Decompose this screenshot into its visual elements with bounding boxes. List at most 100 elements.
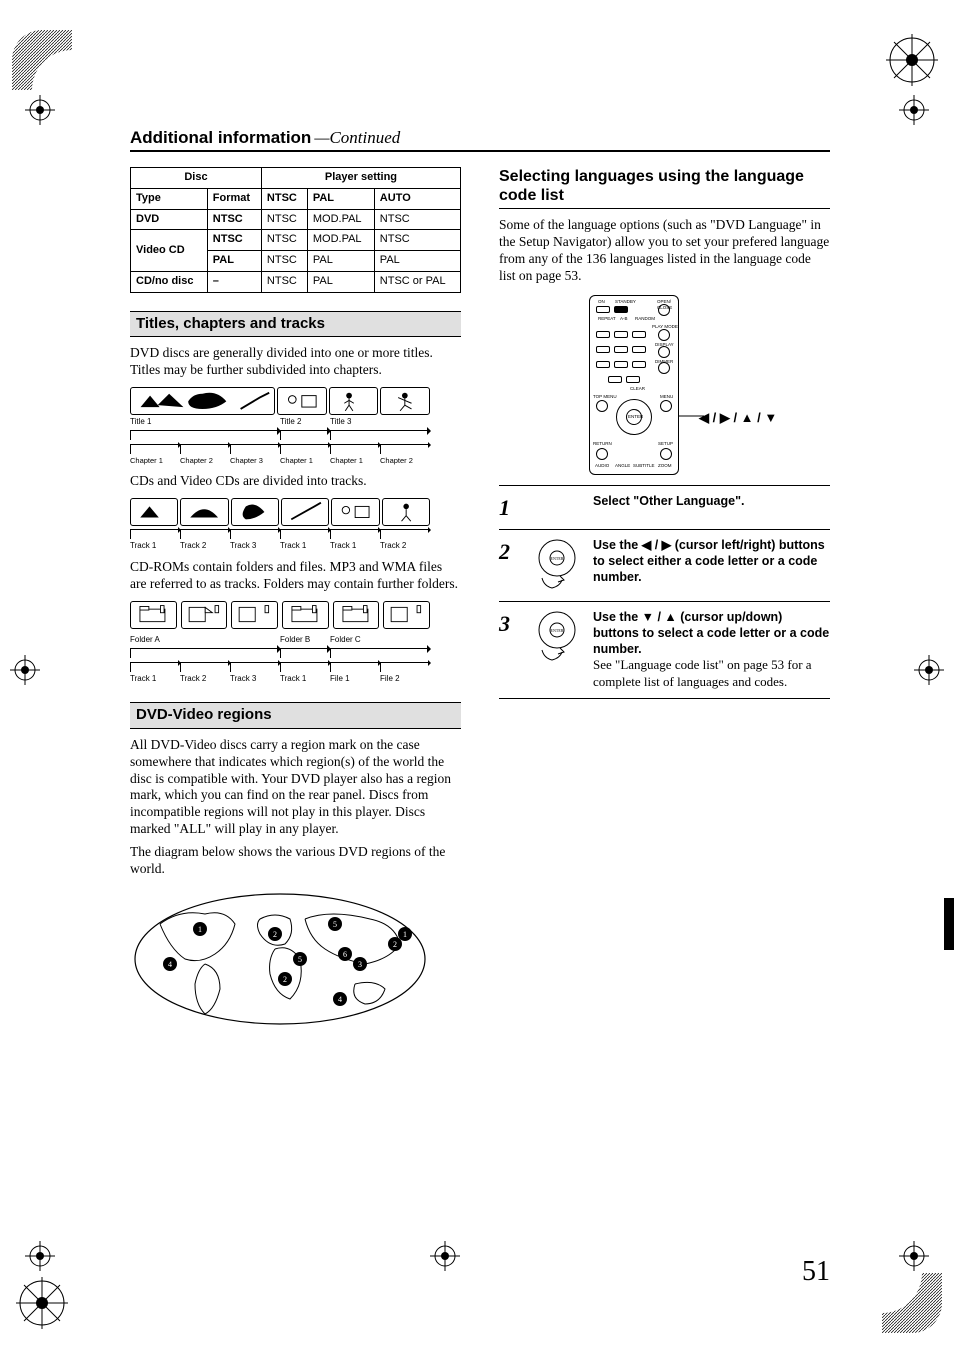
diagram-label: File 1 (330, 674, 380, 684)
svg-text:5: 5 (333, 920, 337, 929)
svg-text:5: 5 (298, 955, 302, 964)
left-column: Disc Player setting Type Format NTSC PAL… (130, 167, 461, 1034)
header-continued: —Continued (314, 128, 400, 148)
section-heading-regions: DVD-Video regions (130, 702, 461, 729)
table-group-header: Disc (131, 168, 262, 189)
page-header: Additional information —Continued (130, 128, 830, 152)
remote-control-diagram: ON STANDBY OPEN/ CLOSE REPEAT A-B RANDOM… (589, 295, 679, 475)
table-cell: PAL (207, 251, 261, 272)
table-cell: NTSC (261, 209, 307, 230)
remote-enter-icon: ENTER (529, 610, 585, 689)
step-bold-text: Use the ▼ / ▲ (cursor up/down) buttons t… (593, 610, 830, 657)
reg-mark-icon (25, 1241, 55, 1271)
table-header: PAL (307, 188, 374, 209)
diagram-label: Track 2 (180, 541, 230, 551)
reg-mark-icon (899, 95, 929, 125)
table-cell: NTSC (374, 230, 460, 251)
step-number: 2 (499, 538, 521, 593)
body-text: CD-ROMs contain folders and files. MP3 a… (130, 559, 461, 593)
diagram-label: Chapter 2 (380, 456, 430, 465)
svg-text:2: 2 (393, 940, 397, 949)
table-cell: MOD.PAL (307, 209, 374, 230)
table-cell: NTSC (207, 230, 261, 251)
svg-text:3: 3 (358, 960, 362, 969)
diagram-label: Folder B (280, 635, 330, 645)
world-map-diagram: 1 2 4 2 5 5 6 3 2 1 4 (130, 889, 430, 1029)
diagram-label: Track 1 (330, 541, 380, 551)
table-cell: NTSC (261, 230, 307, 251)
steps-list: 1 Select "Other Language". 2 ENTER Use t… (499, 485, 830, 699)
table-cell: NTSC (374, 209, 460, 230)
body-text: All DVD-Video discs carry a region mark … (130, 737, 461, 838)
diagram-label: Title 3 (330, 417, 430, 427)
step-row: 3 ENTER Use the ▼ / ▲ (cursor up/down) b… (499, 602, 830, 698)
diagram-label: Track 1 (280, 541, 330, 551)
table-header: NTSC (261, 188, 307, 209)
folders-diagram: Folder A Folder B Folder C Track 1 Track… (130, 601, 430, 684)
corner-ornament-br (882, 1273, 942, 1333)
diagram-label: Chapter 2 (180, 456, 230, 465)
section-tab-marker (944, 898, 954, 950)
diagram-label: Chapter 1 (280, 456, 330, 465)
corner-ornament-tr (882, 30, 942, 90)
diagram-label: File 2 (380, 674, 430, 684)
page-content: Additional information —Continued Disc P… (130, 128, 830, 1228)
page-number: 51 (802, 1256, 830, 1288)
table-header: Type (131, 188, 208, 209)
section-heading-languages: Selecting languages using the language c… (499, 167, 830, 209)
step-number: 1 (499, 494, 521, 522)
svg-text:4: 4 (168, 960, 172, 969)
titles-chapters-diagram: Title 1 Title 2 Title 3 Chapter 1 Chapte… (130, 387, 430, 465)
svg-text:1: 1 (198, 925, 202, 934)
table-cell: NTSC (261, 271, 307, 292)
table-cell: NTSC (207, 209, 261, 230)
svg-text:1: 1 (403, 930, 407, 939)
reg-mark-icon (25, 95, 55, 125)
corner-ornament-bl (12, 1273, 72, 1333)
header-main: Additional information (130, 128, 311, 148)
table-cell: NTSC or PAL (374, 271, 460, 292)
table-cell: PAL (374, 251, 460, 272)
step-body-text: See "Language code list" on page 53 for … (593, 657, 830, 690)
step-bold-text: Select "Other Language". (593, 494, 830, 510)
table-header: AUTO (374, 188, 460, 209)
diagram-label: Track 1 (130, 541, 180, 551)
svg-text:4: 4 (338, 995, 342, 1004)
table-cell: CD/no disc (131, 271, 208, 292)
diagram-label: Track 2 (380, 541, 430, 551)
diagram-label: Title 2 (280, 417, 330, 427)
table-header: Format (207, 188, 261, 209)
body-text: Some of the language options (such as "D… (499, 217, 830, 285)
svg-text:2: 2 (283, 975, 287, 984)
diagram-label: Chapter 1 (330, 456, 380, 465)
arrow-buttons-hint: ◀ / ▶ / ▲ / ▼ (699, 410, 777, 426)
reg-mark-icon (430, 1241, 460, 1271)
corner-ornament-tl (12, 30, 72, 90)
reg-mark-icon (899, 1241, 929, 1271)
diagram-label: Chapter 3 (230, 456, 280, 465)
table-cell: DVD (131, 209, 208, 230)
disc-player-table: Disc Player setting Type Format NTSC PAL… (130, 167, 461, 293)
right-column: Selecting languages using the language c… (499, 167, 830, 1034)
reg-mark-icon (914, 655, 944, 685)
diagram-label: Chapter 1 (130, 456, 180, 465)
svg-text:ENTER: ENTER (551, 628, 564, 633)
diagram-label: Track 2 (180, 674, 230, 684)
body-text: DVD discs are generally divided into one… (130, 345, 461, 379)
diagram-label: Folder C (330, 635, 430, 645)
table-cell: Video CD (131, 230, 208, 272)
diagram-label: Track 3 (230, 674, 280, 684)
step-bold-text: Use the ◀ / ▶ (cursor left/right) button… (593, 538, 830, 585)
diagram-label: Title 1 (130, 417, 280, 427)
tracks-diagram: Track 1 Track 2 Track 3 Track 1 Track 1 … (130, 498, 430, 551)
body-text: CDs and Video CDs are divided into track… (130, 473, 461, 490)
table-cell: NTSC (261, 251, 307, 272)
svg-text:6: 6 (343, 950, 347, 959)
diagram-label: Track 1 (130, 674, 180, 684)
remote-enter-icon: ENTER (529, 538, 585, 593)
table-cell: PAL (307, 271, 374, 292)
table-cell: – (207, 271, 261, 292)
diagram-label: Track 3 (230, 541, 280, 551)
step-row: 1 Select "Other Language". (499, 485, 830, 531)
step-row: 2 ENTER Use the ◀ / ▶ (cursor left/right… (499, 530, 830, 602)
